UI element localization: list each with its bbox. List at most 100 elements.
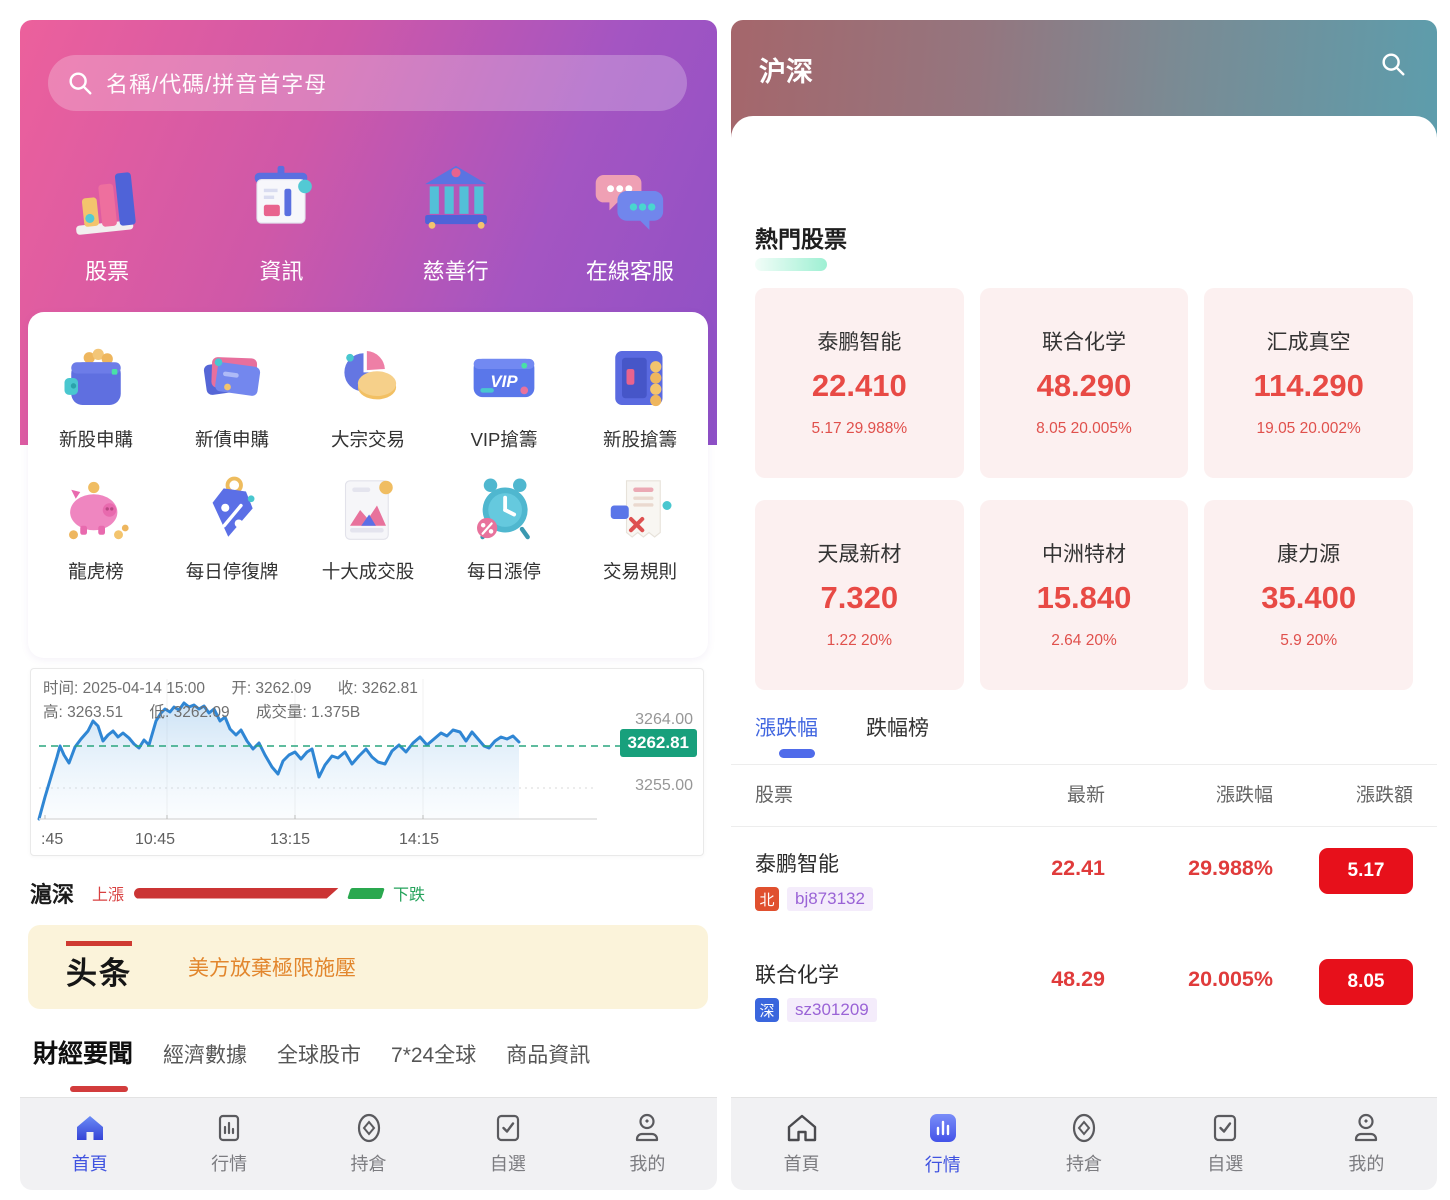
nav-item-首頁[interactable]: 首頁 — [20, 1098, 159, 1190]
market-title: 沪深 — [759, 57, 813, 87]
feature-item-chart-doc[interactable]: 十大成交股 — [300, 474, 436, 584]
exchange-badge: 深 — [755, 998, 779, 1022]
nav-label: 持倉 — [350, 1154, 387, 1174]
quick-menu-label: 股票 — [85, 259, 130, 284]
svg-text:VIP: VIP — [490, 372, 518, 391]
stock-code: sz301209 — [787, 998, 877, 1022]
index-name: 滬深 — [30, 882, 75, 907]
quick-menu-label: 慈善行 — [422, 259, 489, 284]
hot-stock-change: 19.05 20.002% — [1256, 420, 1361, 437]
percent-tag-3d-icon — [194, 474, 270, 550]
profile-icon — [631, 1112, 663, 1144]
news-tab-3[interactable]: 全球股市 — [277, 1044, 362, 1067]
vip-card-3d-icon: VIP — [468, 342, 540, 419]
hot-stock-card-2[interactable]: 联合化学 48.290 8.05 20.005% — [979, 288, 1189, 478]
nav-item-行情[interactable]: 行情 — [872, 1098, 1013, 1190]
feature-item-rules-doc[interactable]: 交易規則 — [572, 474, 708, 584]
feature-item-cards[interactable]: 新債申購 — [164, 342, 300, 452]
x-axis-labels: :45 10:45 13:15 14:15 — [37, 827, 623, 849]
alarm-clock-3d-icon — [468, 474, 540, 551]
search-input[interactable]: 名稱/代碼/拼音首字母 — [48, 55, 687, 111]
feature-label: 龍虎榜 — [68, 561, 124, 582]
cards-3d-icon — [194, 342, 270, 418]
rules-doc-3d-icon — [604, 474, 676, 551]
headline-banner[interactable]: 头条 美方放棄極限施壓 — [28, 925, 708, 1009]
feature-item-percent-tag[interactable]: 每日停復牌 — [164, 474, 300, 584]
feature-item-piggy-bank[interactable]: 龍虎榜 — [28, 474, 164, 584]
feature-label: 交易規則 — [602, 561, 677, 582]
chat-3d-icon — [590, 159, 670, 244]
quick-menu-label: 在線客服 — [585, 259, 674, 284]
home-icon — [74, 1112, 106, 1144]
hot-stock-name: 联合化学 — [1041, 331, 1126, 354]
hot-stock-card-1[interactable]: 泰鹏智能 22.410 5.17 29.988% — [755, 288, 964, 478]
hot-stock-price: 35.400 — [1261, 580, 1357, 615]
hot-stock-card-4[interactable]: 天晟新材 7.320 1.22 20% — [755, 500, 964, 690]
x-tick-label: 13:15 — [270, 831, 311, 848]
quick-menu-item-2[interactable]: 資訊 — [194, 158, 368, 286]
watchlist-icon — [492, 1112, 524, 1144]
nav-item-持倉[interactable]: 持倉 — [1013, 1098, 1154, 1190]
nav-item-自選[interactable]: 自選 — [438, 1098, 577, 1190]
bar-chart-3d-icon — [64, 158, 150, 244]
nav-item-我的[interactable]: 我的 — [578, 1098, 717, 1190]
nav-item-我的[interactable]: 我的 — [1296, 1098, 1437, 1190]
feature-row-2: 龍虎榜 每日停復牌 十大成交股 每日漲停 交易規則 — [28, 452, 708, 584]
stock-name: 联合化学 — [755, 964, 839, 987]
bottom-nav-right: 首頁 行情 持倉 自選 我的 — [731, 1097, 1437, 1190]
stock-name-cell: 泰鹏智能北 bj873132 — [755, 848, 965, 911]
wallet-3d-icon — [60, 342, 132, 419]
hot-stock-card-6[interactable]: 康力源 35.400 5.9 20% — [1204, 500, 1413, 690]
news-tab-2[interactable]: 經濟數據 — [163, 1044, 248, 1067]
chat-3d-icon — [587, 158, 673, 244]
divider — [731, 826, 1437, 827]
hot-stock-card-5[interactable]: 中洲特材 15.840 2.64 20% — [979, 500, 1189, 690]
quick-menu-label: 資訊 — [259, 259, 304, 284]
search-icon[interactable] — [1379, 50, 1409, 80]
tooltip-low: 低: 3262.09 — [149, 704, 230, 721]
hot-stock-name: 中洲特材 — [1041, 543, 1126, 566]
hot-stock-name: 汇成真空 — [1266, 331, 1351, 354]
nav-item-持倉[interactable]: 持倉 — [299, 1098, 438, 1190]
nav-item-首頁[interactable]: 首頁 — [731, 1098, 872, 1190]
rank-tab-2[interactable]: 跌幅榜 — [866, 717, 929, 740]
news-tab-indicator — [70, 1086, 128, 1092]
change-percent: 20.005% — [1188, 967, 1273, 991]
change-amount-cell: 5.17 — [1273, 848, 1413, 911]
vip-card-3d-icon: VIP — [466, 342, 542, 418]
feature-item-wallet[interactable]: 新股申購 — [28, 342, 164, 452]
x-tick-label: :45 — [41, 831, 64, 848]
table-row-2[interactable]: 联合化学深 sz301209 48.29 20.005% 8.05 — [755, 959, 1413, 1022]
nav-item-自選[interactable]: 自選 — [1155, 1098, 1296, 1190]
hot-stock-price: 114.290 — [1253, 368, 1364, 403]
nav-label: 自選 — [489, 1154, 526, 1174]
change-amount-pill: 8.05 — [1319, 959, 1413, 1005]
rank-tab-1[interactable]: 漲跌幅 — [755, 712, 818, 758]
news-tab-5[interactable]: 商品資訊 — [506, 1044, 591, 1067]
market-icon — [213, 1112, 245, 1144]
tooltip-time: 时间: 2025-04-14 15:00 — [43, 680, 205, 697]
feature-item-safe[interactable]: 新股搶籌 — [572, 342, 708, 452]
news-tab-1[interactable]: 財經要聞 — [33, 1040, 134, 1068]
nav-label: 行情 — [924, 1155, 961, 1175]
nav-label: 首頁 — [71, 1154, 108, 1174]
table-row-1[interactable]: 泰鹏智能北 bj873132 22.41 29.988% 5.17 — [755, 848, 1413, 911]
nav-label: 持倉 — [1066, 1154, 1102, 1174]
chart-tooltip: 时间: 2025-04-14 15:00 开: 3262.09 收: 3262.… — [43, 677, 440, 725]
watchlist-icon — [1209, 1112, 1241, 1144]
quick-menu-item-1[interactable]: 股票 — [20, 158, 194, 286]
feature-item-vip-card[interactable]: VIP VIP搶籌 — [436, 342, 572, 452]
hot-stock-name: 泰鹏智能 — [817, 331, 902, 354]
hot-stock-card-3[interactable]: 汇成真空 114.290 19.05 20.002% — [1204, 288, 1413, 478]
quick-menu-item-3[interactable]: 慈善行 — [369, 158, 543, 286]
column-header: 最新 — [1066, 785, 1105, 806]
quick-menu-item-4[interactable]: 在線客服 — [543, 158, 717, 286]
feature-item-pie[interactable]: 大宗交易 — [300, 342, 436, 452]
feature-label: 十大成交股 — [321, 561, 415, 582]
y-axis-top-label: 3264.00 — [635, 711, 693, 728]
chart-doc-3d-icon — [330, 474, 406, 550]
nav-item-行情[interactable]: 行情 — [159, 1098, 298, 1190]
feature-item-alarm-clock[interactable]: 每日漲停 — [436, 474, 572, 584]
news-tab-4[interactable]: 7*24全球 — [391, 1044, 477, 1067]
feature-label: 新股搶籌 — [602, 429, 677, 450]
